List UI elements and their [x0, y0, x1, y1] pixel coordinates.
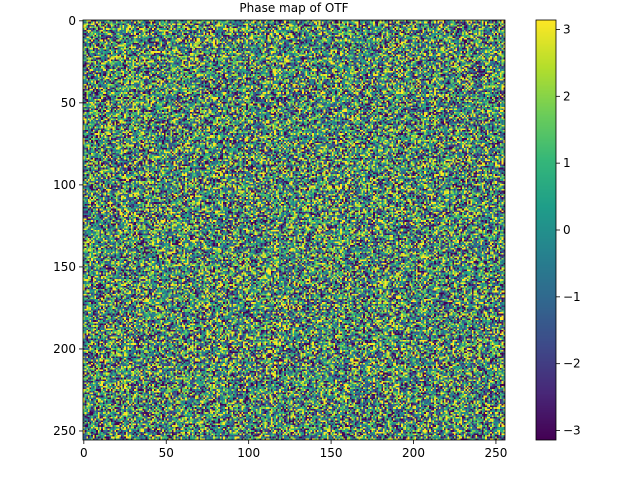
x-tick-label: 150 [320, 446, 343, 460]
y-tick-label: 50 [61, 96, 76, 110]
heatmap-image [83, 20, 505, 440]
y-tick-label: 250 [53, 424, 76, 438]
plot-frame [82, 19, 506, 441]
x-tick-label: 200 [402, 446, 425, 460]
colorbar-tick-label: −2 [563, 357, 581, 371]
y-tick-label: 100 [53, 178, 76, 192]
x-axis: 0 50 100 150 200 250 [80, 440, 507, 460]
x-tick-label: 0 [80, 446, 88, 460]
y-tick-label: 200 [53, 342, 76, 356]
colorbar-tick-label: −1 [563, 290, 581, 304]
colorbar-tick-label: 1 [563, 156, 571, 170]
chart-title: Phase map of OTF [239, 1, 348, 15]
colorbar-gradient [536, 20, 556, 440]
x-tick-label: 250 [484, 446, 507, 460]
y-tick-label: 0 [68, 14, 76, 28]
colorbar-tick-label: −3 [563, 424, 581, 438]
colorbar-ticks: 3 2 1 0 −1 −2 −3 [556, 22, 581, 438]
x-tick-label: 100 [237, 446, 260, 460]
colorbar-tick-label: 0 [563, 223, 571, 237]
colorbar-tick-label: 2 [563, 89, 571, 103]
colorbar: 3 2 1 0 −1 −2 −3 [535, 19, 581, 441]
y-axis: 0 50 100 150 200 250 [53, 14, 83, 438]
heatmap-plot [82, 19, 506, 441]
x-tick-label: 50 [159, 446, 174, 460]
y-tick-label: 150 [53, 260, 76, 274]
colorbar-tick-label: 3 [563, 22, 571, 36]
